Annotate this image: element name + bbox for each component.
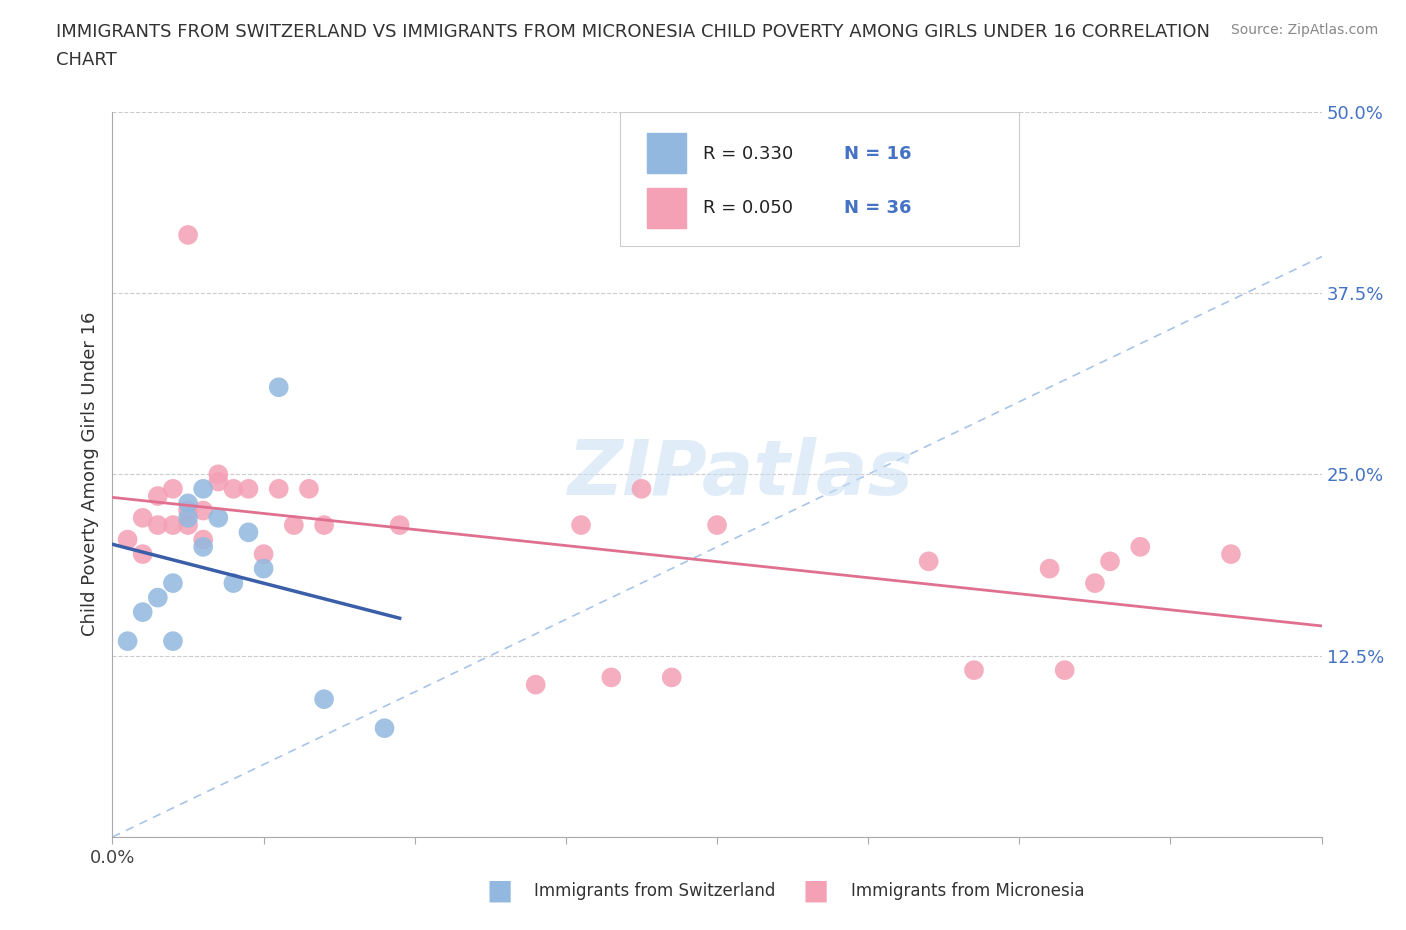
Point xyxy=(253,561,276,576)
FancyBboxPatch shape xyxy=(620,112,1019,246)
Point xyxy=(918,554,941,569)
Point xyxy=(146,488,169,503)
Point xyxy=(298,482,321,497)
Y-axis label: Child Poverty Among Girls Under 16: Child Poverty Among Girls Under 16 xyxy=(80,312,98,636)
Text: Immigrants from Switzerland: Immigrants from Switzerland xyxy=(534,882,776,900)
Point xyxy=(1129,539,1152,554)
Point xyxy=(630,482,652,497)
Point xyxy=(146,518,169,533)
Point xyxy=(207,511,229,525)
Text: R = 0.330: R = 0.330 xyxy=(703,145,793,163)
Point xyxy=(267,379,290,394)
Point xyxy=(177,503,200,518)
Text: ■: ■ xyxy=(486,877,512,905)
Point xyxy=(177,511,200,525)
Point xyxy=(706,518,728,533)
Point xyxy=(146,591,169,605)
Point xyxy=(177,228,200,243)
Point xyxy=(222,576,245,591)
Text: IMMIGRANTS FROM SWITZERLAND VS IMMIGRANTS FROM MICRONESIA CHILD POVERTY AMONG GI: IMMIGRANTS FROM SWITZERLAND VS IMMIGRANT… xyxy=(56,23,1211,41)
Point xyxy=(191,539,214,554)
Text: N = 16: N = 16 xyxy=(844,145,911,163)
Point xyxy=(177,518,200,533)
Point xyxy=(1053,663,1076,678)
Point xyxy=(314,518,336,533)
Point xyxy=(1084,576,1107,591)
Point xyxy=(283,518,305,533)
Point xyxy=(191,482,214,497)
Point xyxy=(191,503,214,518)
Text: CHART: CHART xyxy=(56,51,117,69)
Point xyxy=(1220,547,1243,562)
Point xyxy=(162,518,184,533)
Point xyxy=(132,511,155,525)
Point xyxy=(238,482,260,497)
Text: N = 36: N = 36 xyxy=(844,199,911,217)
Point xyxy=(1038,561,1062,576)
Text: R = 0.050: R = 0.050 xyxy=(703,199,793,217)
Point xyxy=(191,532,214,547)
Bar xyxy=(647,188,686,228)
Point xyxy=(207,467,229,482)
Text: ZIPatlas: ZIPatlas xyxy=(568,437,914,512)
Point xyxy=(267,482,290,497)
Text: Immigrants from Micronesia: Immigrants from Micronesia xyxy=(851,882,1084,900)
Text: ■: ■ xyxy=(803,877,828,905)
Point xyxy=(569,518,592,533)
Point xyxy=(162,633,184,648)
Point xyxy=(238,525,260,539)
Point xyxy=(222,482,245,497)
Point xyxy=(132,604,155,619)
Point xyxy=(600,670,623,684)
Point xyxy=(132,547,155,562)
Point xyxy=(314,692,336,707)
Point xyxy=(253,547,276,562)
Point xyxy=(162,576,184,591)
Point xyxy=(524,677,547,692)
Point xyxy=(117,633,139,648)
Text: Source: ZipAtlas.com: Source: ZipAtlas.com xyxy=(1230,23,1378,37)
Point xyxy=(1098,554,1121,569)
Point xyxy=(661,670,683,684)
Point xyxy=(963,663,986,678)
Point xyxy=(207,474,229,489)
Point xyxy=(388,518,411,533)
Point xyxy=(177,496,200,511)
Point xyxy=(374,721,396,736)
Point xyxy=(162,482,184,497)
Bar xyxy=(647,133,686,173)
Point xyxy=(117,532,139,547)
